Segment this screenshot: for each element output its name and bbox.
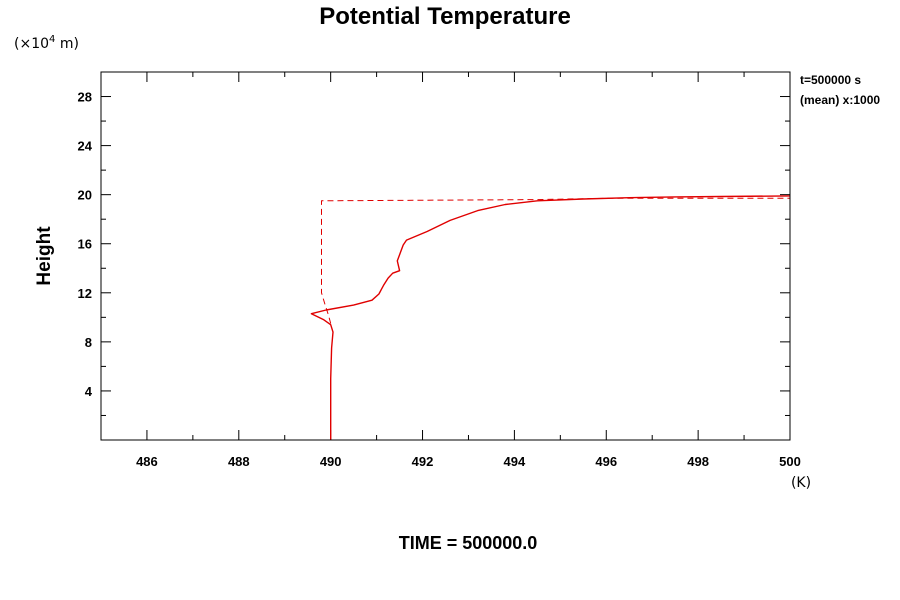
tick-labels: 486 488 490 492 494 496 498 500 4 8 12 16 20 24 28 xyxy=(78,90,801,469)
axis-ticks xyxy=(100,71,791,440)
x-tick-label: 496 xyxy=(595,454,617,469)
y-tick-label: 8 xyxy=(85,335,92,350)
y-unit-label: (×104 m) xyxy=(14,34,79,52)
y-tick-label: 4 xyxy=(85,384,93,399)
series-line-dashed xyxy=(321,197,790,324)
x-tick-label: 494 xyxy=(504,454,526,469)
time-footer: TIME = 500000.0 xyxy=(399,533,538,553)
x-tick-label: 498 xyxy=(687,454,709,469)
time-annotation: t=500000 s xyxy=(800,73,861,87)
y-axis-label: Height xyxy=(34,226,55,286)
x-tick-label: 490 xyxy=(320,454,342,469)
y-tick-label: 24 xyxy=(78,139,93,154)
data-series xyxy=(310,195,791,440)
series-line-solid xyxy=(310,195,791,440)
y-unit-exponent: 4 xyxy=(49,34,55,45)
x-tick-label: 486 xyxy=(136,454,158,469)
y-tick-label: 20 xyxy=(78,188,92,203)
x-tick-label: 500 xyxy=(779,454,801,469)
y-tick-label: 28 xyxy=(78,90,92,105)
x-tick-label: 492 xyxy=(412,454,434,469)
chart-title: Potential Temperature xyxy=(319,3,571,30)
mean-annotation: (mean) x:1000 xyxy=(800,93,880,107)
y-unit-suffix: m) xyxy=(55,36,79,52)
y-tick-label: 12 xyxy=(78,286,92,301)
y-unit-prefix: (×10 xyxy=(14,36,49,52)
y-tick-label: 16 xyxy=(78,237,92,252)
x-unit-label: (K) xyxy=(791,475,811,491)
plot-frame xyxy=(100,71,791,441)
x-tick-label: 488 xyxy=(228,454,250,469)
